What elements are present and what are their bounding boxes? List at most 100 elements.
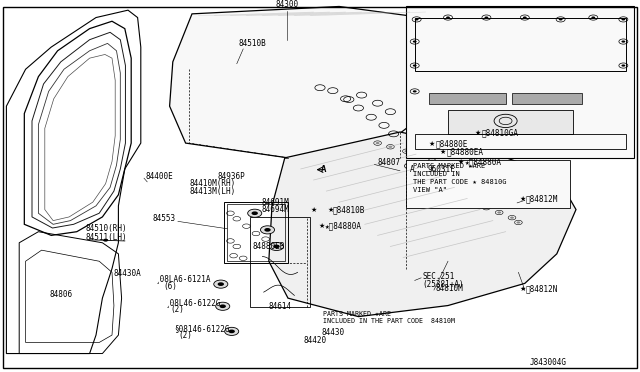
Text: 84694M: 84694M [261,205,289,214]
Circle shape [228,330,235,333]
Circle shape [376,142,380,144]
Circle shape [559,18,563,20]
Text: ★: ★ [440,149,446,155]
Text: (2): (2) [170,305,184,314]
Circle shape [591,16,595,19]
Bar [448,110,573,134]
Circle shape [252,211,258,215]
Text: 84300: 84300 [275,0,298,10]
Text: ¸08L46-6122G: ¸08L46-6122G [165,298,221,307]
Circle shape [218,282,224,286]
Circle shape [484,206,488,209]
Circle shape [248,209,262,217]
Circle shape [273,245,280,248]
Text: ★⡉84880A: ★⡉84880A [465,158,502,167]
Circle shape [413,64,417,67]
Circle shape [472,201,476,203]
Circle shape [225,327,239,336]
Text: J843004G: J843004G [529,358,566,367]
Text: 84413M(LH): 84413M(LH) [189,187,236,196]
Bar [250,217,310,307]
Text: PARTS MARKED ★ARE: PARTS MARKED ★ARE [323,311,390,317]
Circle shape [413,90,417,93]
Text: ★⡉84880A: ★⡉84880A [325,222,362,231]
Text: 84420: 84420 [304,336,327,345]
Text: 84806: 84806 [49,290,72,299]
Circle shape [404,150,408,152]
Text: INCLUDED IN THE PART CODE  84810M: INCLUDED IN THE PART CODE 84810M [323,318,454,324]
Text: ★: ★ [310,207,317,213]
Circle shape [260,226,275,234]
Text: ⡉84880EA: ⡉84880EA [447,148,484,157]
Circle shape [220,304,226,308]
Bar [415,17,626,71]
Text: A: A [410,165,415,174]
Text: 84936P: 84936P [218,172,245,181]
Text: 96031F: 96031F [428,165,455,174]
Circle shape [621,18,625,20]
Circle shape [103,239,108,242]
Circle shape [430,160,434,162]
Text: ★: ★ [458,159,464,165]
Text: ⡉84810GA: ⡉84810GA [481,128,518,137]
Text: 84510B: 84510B [238,39,266,48]
Text: 84511(LH): 84511(LH) [85,233,127,242]
Text: 84614: 84614 [269,302,292,311]
Circle shape [388,146,392,148]
Circle shape [510,217,514,219]
Bar [429,93,506,104]
Circle shape [446,190,450,192]
Text: (6): (6) [164,282,178,291]
Text: ⡉84812M: ⡉84812M [526,195,559,204]
Bar [406,160,570,208]
Circle shape [484,16,488,19]
Text: PARTS MARKED ★ARE
INCLUDED IN
THE PART CODE ★ 84810G
VIEW "A": PARTS MARKED ★ARE INCLUDED IN THE PART C… [413,163,506,193]
Text: 84691M: 84691M [261,198,289,207]
Bar [227,204,285,261]
Text: ★: ★ [519,196,525,202]
Circle shape [446,16,450,19]
Circle shape [497,211,501,214]
Text: 84410M(RH): 84410M(RH) [189,179,236,188]
Circle shape [516,221,520,224]
Text: 84510(RH): 84510(RH) [85,224,127,233]
Bar [415,134,626,149]
Bar [512,93,582,104]
Circle shape [459,196,463,198]
Circle shape [269,243,284,250]
Text: ⡉84880E: ⡉84880E [435,140,468,148]
Text: 84430: 84430 [321,328,344,337]
Circle shape [413,41,417,43]
Text: 84810M: 84810M [435,285,463,294]
Text: ⡉84810B: ⡉84810B [333,206,365,215]
Text: 84553: 84553 [153,214,176,223]
Text: 84880EB: 84880EB [253,242,285,251]
Bar [406,6,634,158]
Text: ★: ★ [327,207,333,213]
Text: ★: ★ [474,130,481,136]
Circle shape [417,155,421,157]
Text: 84430A: 84430A [113,269,141,278]
Circle shape [621,64,625,67]
Text: ★: ★ [428,141,435,147]
Circle shape [264,228,271,232]
Text: (25381+A): (25381+A) [422,280,464,289]
Text: SEC.251: SEC.251 [422,272,455,281]
Polygon shape [170,6,461,158]
Circle shape [415,18,419,20]
Text: ★: ★ [519,286,525,292]
Circle shape [523,16,527,19]
Polygon shape [269,132,576,317]
Text: 84400E: 84400E [146,172,173,181]
Circle shape [214,280,228,288]
Text: ★: ★ [318,223,324,229]
Bar [224,202,288,263]
Text: ¸08LA6-6121A: ¸08LA6-6121A [156,275,211,283]
Text: 84807: 84807 [378,158,401,167]
Circle shape [621,41,625,43]
Circle shape [216,302,230,310]
Text: ⡉84812N: ⡉84812N [526,285,559,294]
Text: §08146-6122G: §08146-6122G [174,324,230,333]
Text: A: A [321,165,326,174]
Text: (2): (2) [178,331,192,340]
